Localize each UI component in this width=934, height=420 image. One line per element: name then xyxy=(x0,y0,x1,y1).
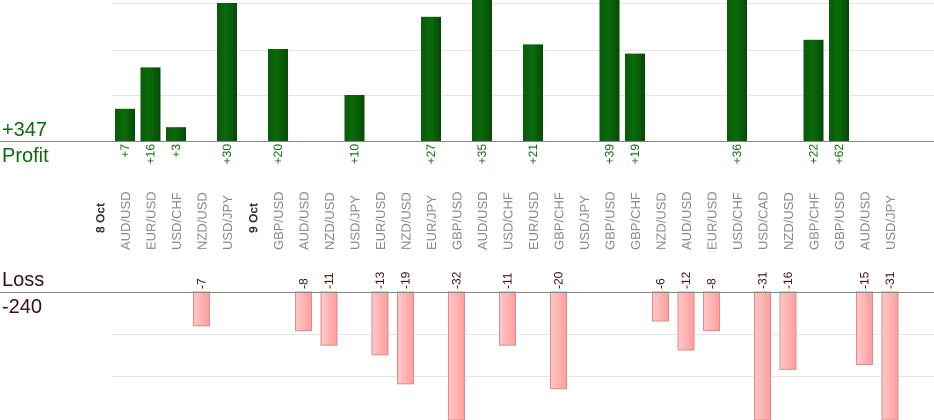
category-label: AUD/USD xyxy=(297,191,312,250)
category-label: AUD/USD xyxy=(475,191,490,250)
loss-value-label: -15 xyxy=(858,271,872,289)
category-label: EUR/USD xyxy=(526,191,541,250)
loss-total: -240 xyxy=(2,296,43,318)
loss-value-label: -8 xyxy=(705,278,719,289)
date-group-label: 9 Oct xyxy=(247,203,261,233)
category-label: GBP/CHF xyxy=(552,192,567,250)
category-label: USD/JPY xyxy=(883,195,898,250)
profit-value-label: +16 xyxy=(144,144,158,165)
loss-value-label: -11 xyxy=(322,272,336,289)
profit-value-label: +35 xyxy=(475,144,489,165)
loss-value-label: -7 xyxy=(195,278,209,289)
profit-value-label: +62 xyxy=(832,144,846,165)
profit-bar xyxy=(803,39,824,141)
profit-bar xyxy=(599,0,620,141)
category-label: NZD/USD xyxy=(399,192,414,250)
profit-bar xyxy=(421,16,441,141)
loss-bar xyxy=(779,291,797,370)
category-label: EUR/USD xyxy=(144,191,159,250)
category-label: GBP/USD xyxy=(832,191,847,250)
loss-value-label: -31 xyxy=(756,271,770,289)
profit-value-label: +22 xyxy=(807,144,821,165)
profit-bar xyxy=(472,0,492,141)
loss-bar xyxy=(881,291,899,420)
loss-bar xyxy=(550,291,567,390)
date-group-label: 8 Oct xyxy=(94,203,108,233)
category-label: NZD/USD xyxy=(195,192,210,250)
loss-bar xyxy=(652,291,669,322)
profit-value-label: +21 xyxy=(526,144,540,165)
profit-bar xyxy=(166,127,186,141)
profit-bar xyxy=(268,49,288,141)
profit-bar xyxy=(625,53,645,141)
profit-value-label: +10 xyxy=(348,144,362,165)
profit-label: Profit xyxy=(2,145,49,167)
profit-bar xyxy=(829,0,849,141)
profit-bar xyxy=(523,44,543,141)
loss-bar xyxy=(448,291,465,420)
profit-value-label: +30 xyxy=(220,144,234,165)
category-label: NZD/USD xyxy=(781,192,796,250)
loss-bar xyxy=(703,291,720,332)
category-label: GBP/USD xyxy=(271,191,286,250)
loss-value-label: -32 xyxy=(450,271,464,289)
loss-bar xyxy=(856,291,873,365)
category-label: NZD/USD xyxy=(654,192,669,250)
loss-bar xyxy=(499,291,516,346)
profit-value-label: +19 xyxy=(628,144,642,165)
category-label: USD/JPY xyxy=(577,195,592,250)
loss-value-label: -13 xyxy=(373,271,387,289)
category-label: USD/JPY xyxy=(220,195,235,250)
category-label: USD/CHF xyxy=(501,192,516,250)
profit-bar xyxy=(727,0,747,141)
loss-bar xyxy=(754,291,771,420)
profit-bar xyxy=(217,3,237,141)
profit-value-label: +27 xyxy=(424,144,438,165)
category-label: AUD/USD xyxy=(679,191,694,250)
profit-value-label: +3 xyxy=(169,144,183,158)
loss-bar xyxy=(677,291,695,351)
category-label: EUR/USD xyxy=(705,191,720,250)
category-label: AUD/USD xyxy=(858,191,873,250)
profit-total: +347 xyxy=(2,119,48,141)
loss-bar xyxy=(397,291,414,385)
loss-value-label: -12 xyxy=(679,271,693,289)
category-label: EUR/USD xyxy=(373,191,388,250)
profit-value-label: +20 xyxy=(271,144,285,165)
profit-value-label: +7 xyxy=(118,144,132,158)
profit-value-label: +36 xyxy=(730,144,744,165)
loss-value-label: -8 xyxy=(297,278,311,289)
category-label: AUD/USD xyxy=(118,191,133,250)
profit-bar xyxy=(344,95,365,141)
loss-bar xyxy=(295,291,312,332)
loss-value-label: -11 xyxy=(501,272,515,289)
profit-bar xyxy=(140,67,161,141)
category-label: NZD/USD xyxy=(322,192,337,250)
category-label: EUR/JPY xyxy=(424,195,439,250)
category-label: GBP/USD xyxy=(603,191,618,250)
loss-bar xyxy=(320,291,338,346)
loss-value-label: -19 xyxy=(399,271,413,289)
loss-label: Loss xyxy=(2,269,45,291)
category-label: GBP/CHF xyxy=(628,192,643,250)
loss-value-label: -16 xyxy=(781,271,795,289)
loss-bar xyxy=(371,291,389,356)
category-label: GBP/CHF xyxy=(807,192,822,250)
profit-bar xyxy=(115,108,135,141)
category-label: USD/JPY xyxy=(348,195,363,250)
loss-bar xyxy=(193,291,210,327)
category-label: GBP/USD xyxy=(450,191,465,250)
category-label: USD/CHF xyxy=(730,192,745,250)
category-label: USD/CHF xyxy=(169,192,184,250)
category-label: USD/CAD xyxy=(756,191,771,250)
profit-value-label: +39 xyxy=(603,144,617,165)
loss-value-label: -6 xyxy=(654,278,668,289)
loss-value-label: -20 xyxy=(552,271,566,289)
loss-value-label: -31 xyxy=(883,271,897,289)
